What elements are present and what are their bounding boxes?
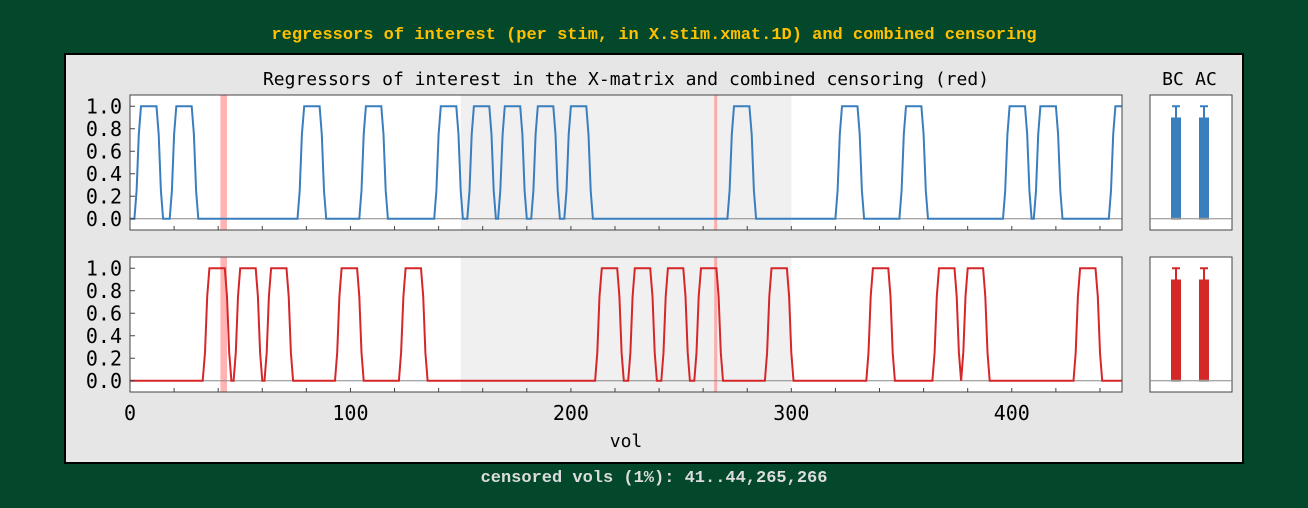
run-shade-2-0 (460, 257, 792, 392)
y-tick-label-2-1: 0.8 (86, 279, 122, 303)
boxplot-label-ac: AC (1195, 69, 1217, 90)
boxplot-box-2-0 (1171, 279, 1181, 381)
censor-band-1-0 (220, 95, 227, 230)
boxplot-area-2 (1149, 256, 1233, 393)
y-tick-label-1-3: 0.4 (86, 162, 122, 186)
subplot-1: 1.00.80.60.40.20.0 (86, 94, 1123, 231)
plot-frame-1 (129, 94, 1123, 231)
y-tick-label-1-4: 0.2 (86, 184, 122, 208)
chart-title: Regressors of interest in the X-matrix a… (263, 69, 989, 90)
boxplot-box-1-1 (1199, 117, 1209, 219)
x-axis-label: vol (610, 431, 643, 452)
boxplot-box-1-0 (1171, 117, 1181, 219)
y-tick-label-2-2: 0.6 (86, 301, 122, 325)
boxplot-area-1 (1149, 94, 1233, 231)
report-header: regressors of interest (per stim, in X.s… (271, 26, 1037, 45)
subplot-2: 1.00.80.60.40.20.0 (86, 256, 1123, 393)
boxplot-box-2-1 (1199, 279, 1209, 381)
y-tick-label-1-2: 0.6 (86, 139, 122, 163)
censored-vols-summary: censored vols (1%): 41..44,265,266 (480, 469, 828, 488)
y-tick-label-2-3: 0.4 (86, 324, 122, 348)
boxplot-label-bc: BC (1162, 69, 1184, 90)
x-tick-label-100: 100 (332, 401, 368, 425)
y-tick-label-2-5: 0.0 (86, 369, 122, 393)
censor-band-2-0 (220, 257, 227, 392)
regressor-chart: Regressors of interest in the X-matrix a… (86, 69, 1233, 452)
plot-frame-2 (129, 256, 1123, 393)
x-tick-label-0: 0 (124, 401, 136, 425)
run-shade-1-0 (460, 95, 792, 230)
y-tick-label-1-5: 0.0 (86, 207, 122, 231)
chart-panel: Regressors of interest in the X-matrix a… (64, 53, 1244, 464)
y-tick-label-2-0: 1.0 (86, 256, 122, 280)
y-tick-label-2-4: 0.2 (86, 346, 122, 370)
y-tick-label-1-1: 0.8 (86, 117, 122, 141)
series-line-1 (130, 105, 1122, 220)
x-tick-label-300: 300 (773, 401, 809, 425)
x-tick-label-200: 200 (553, 401, 589, 425)
series-line-2 (130, 267, 1122, 382)
y-tick-label-1-0: 1.0 (86, 94, 122, 118)
censor-band-2-1 (714, 257, 718, 392)
x-tick-label-400: 400 (994, 401, 1030, 425)
boxplot-2 (1149, 256, 1233, 393)
boxplot-1 (1149, 94, 1233, 231)
censor-band-1-1 (714, 95, 718, 230)
